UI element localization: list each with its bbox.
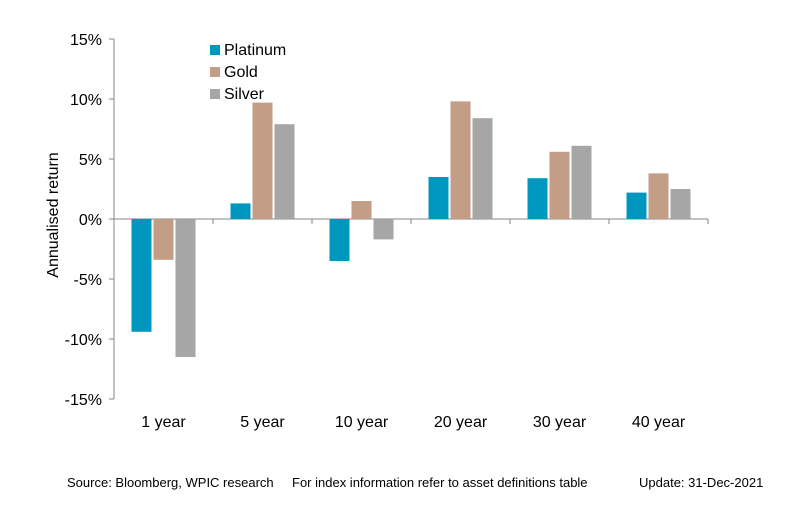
bar-silver-1-year [175, 219, 196, 357]
y-tick-label: 15% [70, 32, 102, 49]
x-tick-label: 10 year [335, 414, 389, 431]
index-note: For index information refer to asset def… [292, 475, 588, 490]
bars [131, 101, 691, 357]
y-tick-label: -10% [65, 332, 102, 349]
legend-swatch-platinum [210, 45, 220, 55]
bar-platinum-5-year [230, 203, 251, 219]
bar-platinum-40-year [626, 192, 647, 219]
bar-platinum-10-year [329, 219, 350, 261]
legend-label-silver: Silver [224, 86, 265, 103]
x-tick-label: 40 year [632, 414, 686, 431]
bar-gold-1-year [153, 219, 174, 260]
legend-label-platinum: Platinum [224, 42, 286, 59]
y-tick-label: -5% [74, 272, 102, 289]
y-tick-label: 0% [79, 212, 102, 229]
bar-silver-20-year [472, 118, 493, 219]
x-tick-label: 1 year [141, 414, 186, 431]
bar-platinum-20-year [428, 177, 449, 219]
x-tick-label: 30 year [533, 414, 587, 431]
bar-silver-30-year [571, 145, 592, 219]
bar-platinum-1-year [131, 219, 152, 332]
bar-platinum-30-year [527, 178, 548, 219]
y-tick-label: -15% [65, 392, 102, 409]
legend: Platinum Gold Silver [210, 42, 286, 103]
bar-gold-20-year [450, 101, 471, 219]
y-axis-label: Annualised return [45, 152, 62, 277]
y-tick-label: 5% [79, 152, 102, 169]
bar-silver-40-year [670, 189, 691, 219]
legend-swatch-gold [210, 67, 220, 77]
legend-label-gold: Gold [224, 64, 258, 81]
bar-gold-10-year [351, 201, 372, 219]
y-tick-label: 10% [70, 92, 102, 109]
x-tick-label: 20 year [434, 414, 488, 431]
legend-swatch-silver [210, 89, 220, 99]
source-note: Source: Bloomberg, WPIC research [67, 475, 274, 490]
bar-gold-40-year [648, 173, 669, 219]
bar-gold-30-year [549, 151, 570, 219]
bar-silver-5-year [274, 124, 295, 219]
bar-gold-5-year [252, 102, 273, 219]
x-tick-label: 5 year [240, 414, 285, 431]
axes: 15% 10% 5% 0% -5% -10% -15% 1 year 5 year 10 year… [65, 32, 709, 431]
bar-silver-10-year [373, 219, 394, 240]
update-date: Update: 31-Dec-2021 [639, 475, 764, 490]
